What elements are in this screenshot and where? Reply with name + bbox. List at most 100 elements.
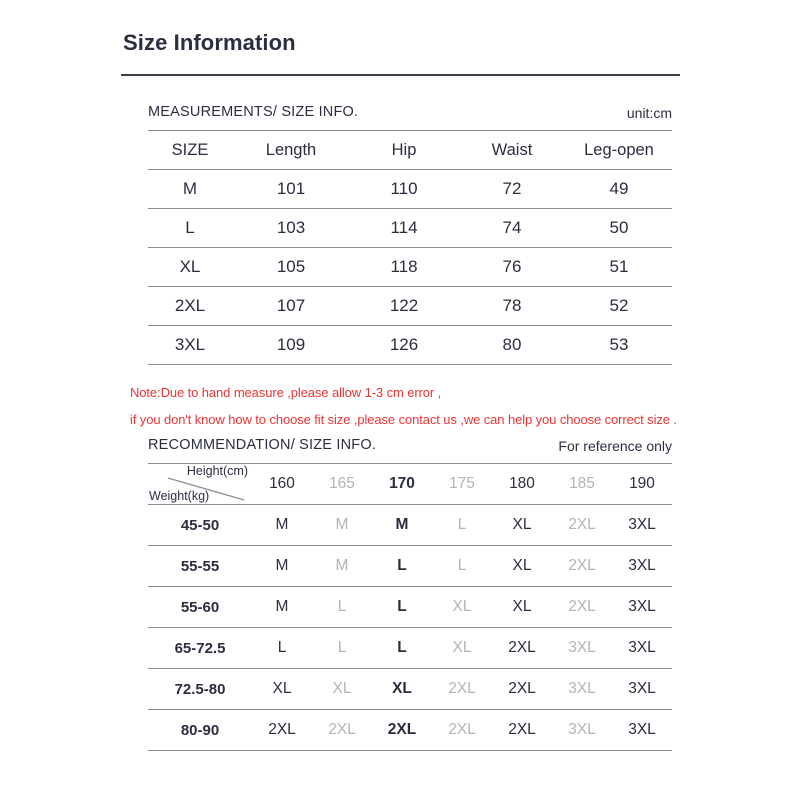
cell-size: 3XL (612, 504, 672, 546)
cell-hip: 118 (350, 247, 458, 287)
cell-size: M (312, 504, 372, 546)
cell-waist: 74 (458, 208, 566, 248)
col-header-hip: Hip (350, 130, 458, 170)
cell-size: L (312, 586, 372, 628)
axis-label-weight: Weight(kg) (149, 488, 210, 503)
cell-size: 2XL (372, 709, 432, 751)
cell-size: 2XL (148, 286, 232, 326)
row-label-weight: 55-60 (148, 586, 252, 628)
cell-size: L (148, 208, 232, 248)
cell-leg-open: 50 (566, 208, 672, 248)
table-row: 65-72.5 L L L XL 2XL 3XL 3XL (148, 627, 672, 669)
cell-size: 3XL (612, 627, 672, 669)
col-header-height-165: 165 (312, 463, 372, 505)
cell-size: 2XL (552, 586, 612, 628)
cell-size: 2XL (252, 709, 312, 751)
table-row: 80-90 2XL 2XL 2XL 2XL 2XL 3XL 3XL (148, 709, 672, 751)
cell-size: 2XL (312, 709, 372, 751)
table-row: 72.5-80 XL XL XL 2XL 2XL 3XL 3XL (148, 668, 672, 710)
cell-waist: 80 (458, 325, 566, 365)
cell-size: L (372, 586, 432, 628)
cell-size: M (372, 504, 432, 546)
recommendation-caption: RECOMMENDATION/ SIZE INFO. (148, 437, 377, 453)
cell-size: 2XL (492, 627, 552, 669)
cell-waist: 78 (458, 286, 566, 326)
col-header-height-180: 180 (492, 463, 552, 505)
measurements-caption-row: MEASUREMENTS/ SIZE INFO. unit:cm (148, 104, 672, 130)
col-header-height-175: 175 (432, 463, 492, 505)
cell-size: 3XL (148, 325, 232, 365)
col-header-height-160: 160 (252, 463, 312, 505)
cell-size: 3XL (612, 545, 672, 587)
row-label-weight: 72.5-80 (148, 668, 252, 710)
col-header-height-170: 170 (372, 463, 432, 505)
cell-size: XL (492, 545, 552, 587)
cell-hip: 122 (350, 286, 458, 326)
table-row: 55-55 M M L L XL 2XL 3XL (148, 545, 672, 587)
table-row: 3XL 109 126 80 53 (148, 325, 672, 365)
table-row: 2XL 107 122 78 52 (148, 286, 672, 326)
cell-hip: 126 (350, 325, 458, 365)
measurements-caption: MEASUREMENTS/ SIZE INFO. (148, 104, 359, 120)
note-line-1: Note:Due to hand measure ,please allow 1… (130, 385, 442, 400)
cell-size: M (252, 545, 312, 587)
table-header-row: Height(cm) Weight(kg) 160 165 170 175 18… (148, 463, 672, 505)
unit-label: unit:cm (626, 105, 672, 121)
row-label-weight: 45-50 (148, 504, 252, 546)
note-line-2: if you don't know how to choose fit size… (130, 412, 677, 427)
measurements-table: SIZE Length Hip Waist Leg-open M 101 110… (148, 130, 672, 365)
cell-size: 3XL (612, 668, 672, 710)
table-row: 55-60 M L L XL XL 2XL 3XL (148, 586, 672, 628)
cell-size: XL (252, 668, 312, 710)
cell-size: XL (432, 586, 492, 628)
row-label-weight: 55-55 (148, 545, 252, 587)
row-label-weight: 80-90 (148, 709, 252, 751)
cell-size: M (312, 545, 372, 587)
cell-size: XL (492, 586, 552, 628)
col-header-waist: Waist (458, 130, 566, 170)
cell-leg-open: 51 (566, 247, 672, 287)
cell-length: 107 (232, 286, 350, 326)
cell-waist: 72 (458, 169, 566, 209)
table-row: XL 105 118 76 51 (148, 247, 672, 287)
cell-leg-open: 53 (566, 325, 672, 365)
cell-leg-open: 49 (566, 169, 672, 209)
col-header-height-190: 190 (612, 463, 672, 505)
for-reference-only-label: For reference only (558, 438, 672, 454)
cell-size: 2XL (552, 504, 612, 546)
cell-length: 105 (232, 247, 350, 287)
col-header-leg-open: Leg-open (566, 130, 672, 170)
cell-size: 3XL (612, 586, 672, 628)
page-title: Size Information (123, 30, 296, 55)
cell-leg-open: 52 (566, 286, 672, 326)
height-weight-axis-header: Height(cm) Weight(kg) (148, 463, 252, 505)
table-row: M 101 110 72 49 (148, 169, 672, 209)
measurements-section: MEASUREMENTS/ SIZE INFO. unit:cm SIZE Le… (148, 104, 672, 365)
axis-label-height: Height(cm) (186, 464, 248, 478)
col-header-height-185: 185 (552, 463, 612, 505)
col-header-size: SIZE (148, 130, 232, 170)
cell-size: L (372, 627, 432, 669)
col-header-length: Length (232, 130, 350, 170)
cell-size: L (252, 627, 312, 669)
cell-waist: 76 (458, 247, 566, 287)
recommendation-table: Height(cm) Weight(kg) 160 165 170 175 18… (148, 463, 672, 751)
table-header-row: SIZE Length Hip Waist Leg-open (148, 130, 672, 170)
recommendation-caption-row: RECOMMENDATION/ SIZE INFO. For reference… (148, 437, 672, 463)
cell-hip: 114 (350, 208, 458, 248)
cell-length: 109 (232, 325, 350, 365)
cell-size: L (312, 627, 372, 669)
cell-size: XL (312, 668, 372, 710)
cell-size: XL (372, 668, 432, 710)
cell-size: M (252, 586, 312, 628)
cell-size: 2XL (432, 709, 492, 751)
cell-size: 2XL (552, 545, 612, 587)
cell-hip: 110 (350, 169, 458, 209)
cell-size: XL (148, 247, 232, 287)
cell-size: 2XL (432, 668, 492, 710)
cell-size: M (252, 504, 312, 546)
cell-size: 2XL (492, 709, 552, 751)
table-row: L 103 114 74 50 (148, 208, 672, 248)
cell-size: 3XL (612, 709, 672, 751)
